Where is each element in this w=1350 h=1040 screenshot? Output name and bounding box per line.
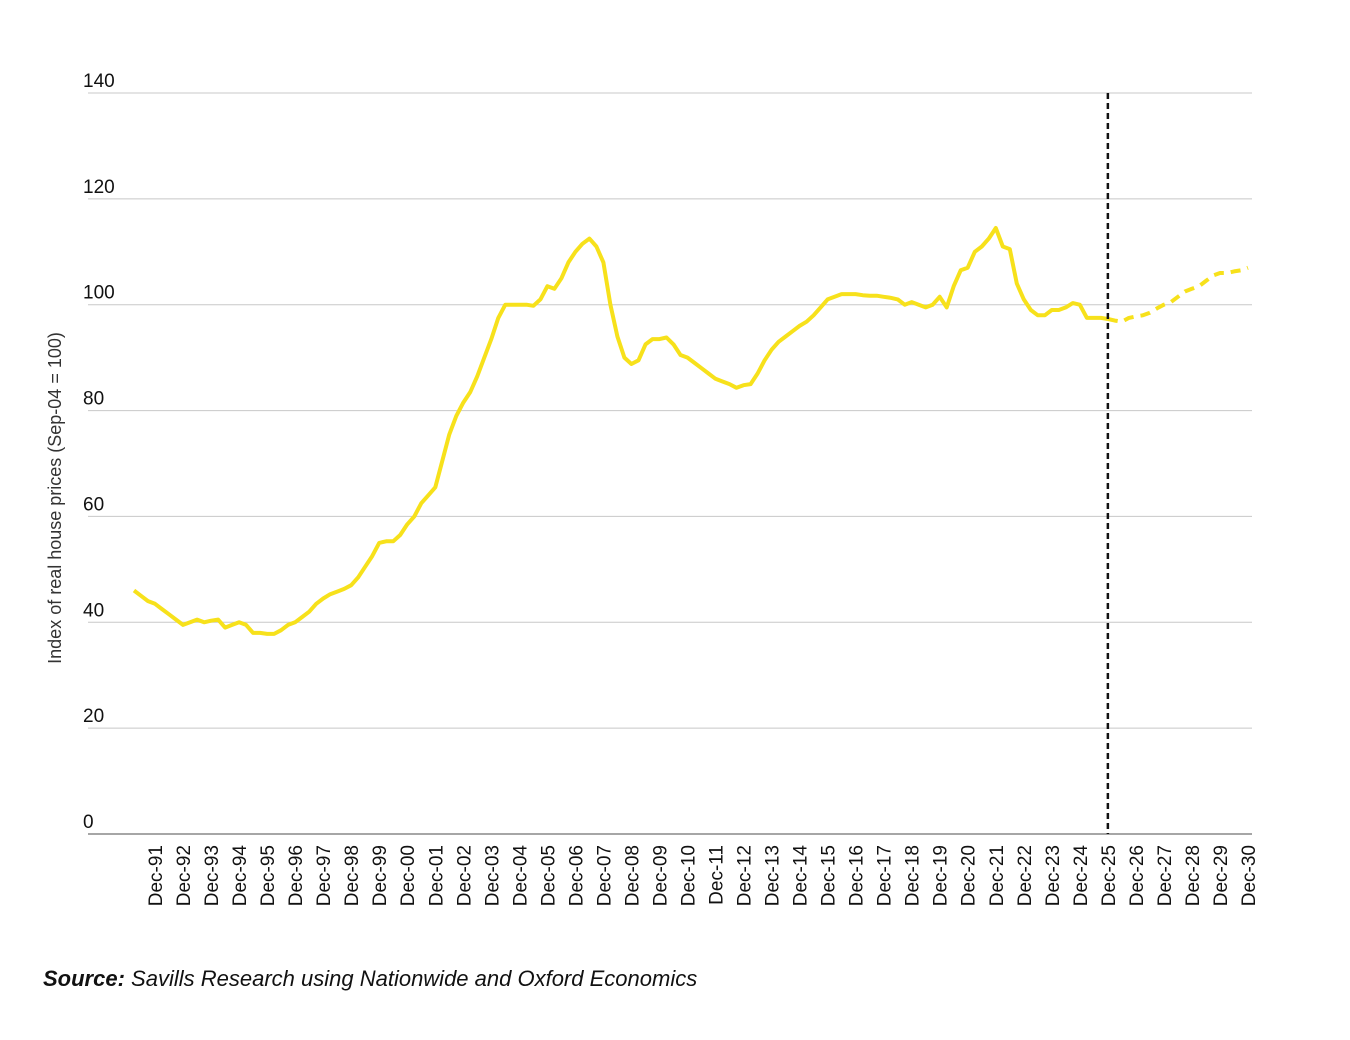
x-tick-label: Dec-08 <box>622 845 643 906</box>
x-tick-label: Dec-23 <box>1043 845 1064 906</box>
x-tick-label: Dec-93 <box>202 845 223 906</box>
x-tick-label: Dec-11 <box>707 845 728 905</box>
x-tick-label: Dec-96 <box>286 845 307 906</box>
line-series <box>132 226 1109 636</box>
x-tick-label: Dec-17 <box>875 845 896 906</box>
y-tick-label: 120 <box>83 177 115 198</box>
x-tick-label: Dec-25 <box>1099 845 1120 906</box>
x-tick-label: Dec-98 <box>342 845 363 906</box>
x-tick-label: Dec-21 <box>987 845 1008 906</box>
y-axis-label: Index of real house prices (Sep-04 = 100… <box>45 332 65 664</box>
y-tick-label: 140 <box>83 71 115 92</box>
y-tick-label: 100 <box>83 283 115 304</box>
x-tick-label: Dec-14 <box>791 845 812 907</box>
x-tick-label: Dec-22 <box>1015 845 1036 906</box>
x-tick-label: Dec-02 <box>454 845 475 906</box>
x-tick-label: Dec-06 <box>566 845 587 906</box>
source-text: Savills Research using Nationwide and Ox… <box>131 966 697 991</box>
x-tick-label: Dec-10 <box>678 845 699 906</box>
line-series <box>1107 265 1249 324</box>
x-tick-label: Dec-00 <box>398 845 419 906</box>
y-tick-label: 20 <box>83 706 104 727</box>
x-tick-label: Dec-26 <box>1127 845 1148 906</box>
x-tick-label: Dec-15 <box>819 845 840 906</box>
x-tick-label: Dec-12 <box>735 845 756 906</box>
x-tick-label: Dec-24 <box>1071 845 1092 907</box>
x-tick-label: Dec-92 <box>174 845 195 906</box>
y-tick-label: 40 <box>83 600 104 621</box>
x-tick-label: Dec-16 <box>847 845 868 906</box>
x-tick-label: Dec-19 <box>931 845 952 906</box>
x-tick-label: Dec-95 <box>258 845 279 906</box>
x-tick-label: Dec-94 <box>230 845 251 907</box>
y-tick-label: 80 <box>83 389 104 410</box>
y-tick-label: 0 <box>83 812 94 833</box>
x-tick-label: Dec-28 <box>1183 845 1204 906</box>
x-tick-label: Dec-04 <box>510 845 531 907</box>
y-tick-label: 60 <box>83 494 104 515</box>
x-tick-label: Dec-03 <box>482 845 503 906</box>
x-tick-label: Dec-97 <box>314 845 335 906</box>
x-tick-label: Dec-13 <box>763 845 784 906</box>
x-tick-label: Dec-05 <box>538 845 559 906</box>
source-label: Source: <box>43 966 125 991</box>
x-tick-label: Dec-01 <box>426 845 447 906</box>
x-tick-label: Dec-18 <box>903 845 924 906</box>
x-tick-label: Dec-27 <box>1155 845 1176 906</box>
x-tick-label: Dec-07 <box>594 845 615 906</box>
x-tick-label: Dec-29 <box>1211 845 1232 906</box>
x-tick-label: Dec-30 <box>1239 845 1260 906</box>
x-tick-label: Dec-09 <box>650 845 671 906</box>
x-tick-label: Dec-99 <box>370 845 391 906</box>
x-tick-label: Dec-20 <box>959 845 980 906</box>
source: Source: Savills Research using Nationwid… <box>43 966 697 991</box>
x-tick-label: Dec-91 <box>146 845 167 906</box>
